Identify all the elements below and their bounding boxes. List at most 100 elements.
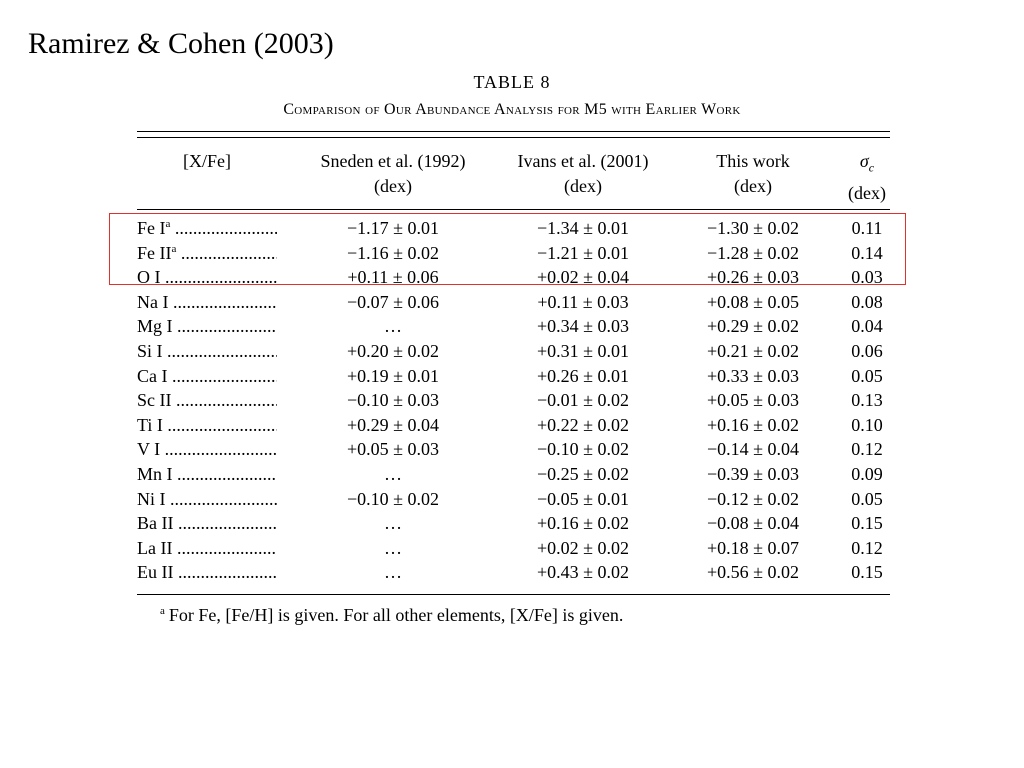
top-rule — [137, 131, 890, 132]
element-name: Fe I — [137, 218, 166, 238]
leader-dots: ................................ — [176, 537, 277, 558]
element-cell: Ni I ................................ — [137, 487, 277, 512]
sigma-value: 0.04 — [851, 316, 883, 337]
slide-title: Ramirez & Cohen (2003) — [28, 27, 334, 60]
element-footnote-mark: a — [171, 242, 177, 255]
this-work-value: +0.26 ± 0.03 — [706, 267, 800, 288]
ivans-value: +0.02 ± 0.02 — [536, 537, 630, 558]
leader-dots: ................................ — [165, 267, 277, 288]
ivans-value: −0.01 ± 0.02 — [536, 390, 630, 411]
column-header-line2: (dex) — [374, 176, 412, 196]
element-name: Mn I — [137, 463, 173, 484]
ivans-value: +0.16 ± 0.02 — [536, 513, 630, 534]
ivans-value: −1.34 ± 0.01 — [536, 218, 630, 238]
ivans-value: −1.21 ± 0.01 — [536, 242, 630, 263]
leader-dots: ................................ — [172, 365, 277, 386]
table-body: Fe Ia ................................−1… — [0, 216, 1024, 585]
table-row: Ba II ................................ … +… — [0, 511, 1024, 536]
leader-dots: ................................ — [167, 340, 277, 361]
this-work-value: +0.16 ± 0.02 — [706, 414, 800, 435]
table-row: Ti I ................................ +0.… — [0, 413, 1024, 438]
table-row: Ni I ................................ −0.… — [0, 487, 1024, 512]
ivans-value: −0.10 ± 0.02 — [536, 439, 630, 460]
ivans-value: +0.34 ± 0.03 — [536, 316, 630, 337]
element-cell: O I ................................ — [137, 265, 277, 290]
this-work-value: −0.39 ± 0.03 — [706, 463, 800, 484]
element-cell: Si I ................................ — [137, 339, 277, 364]
element-name: Ti I — [137, 414, 163, 435]
element-name: O I — [137, 267, 161, 288]
element-name: Eu II — [137, 562, 174, 583]
table-row: Sc II ................................ −0… — [0, 388, 1024, 413]
this-work-value: −0.08 ± 0.04 — [706, 513, 800, 534]
table-row: La II ................................ … +… — [0, 536, 1024, 561]
element-cell: Mg I ................................ — [137, 314, 277, 339]
element-cell: Ti I ................................ — [137, 413, 277, 438]
sneden-value: +0.29 ± 0.04 — [346, 414, 440, 435]
sigma-symbol: σ — [859, 151, 869, 171]
leader-dots: ................................ — [177, 513, 277, 534]
leader-dots: ................................ — [172, 291, 277, 312]
sigma-value: 0.05 — [851, 488, 883, 509]
column-header-line2: (dex) — [564, 176, 602, 196]
sigma-value: 0.13 — [851, 390, 883, 411]
header-rule — [137, 209, 890, 210]
leader-dots: ................................ — [177, 463, 277, 484]
sigma-value: 0.15 — [851, 562, 883, 583]
element-footnote-mark: a — [165, 218, 171, 230]
leader-dots: ................................ — [177, 316, 277, 337]
sneden-value: +0.20 ± 0.02 — [346, 340, 440, 361]
column-header-element: [X/Fe] — [137, 149, 277, 174]
sneden-value: +0.19 ± 0.01 — [346, 365, 440, 386]
ivans-value: +0.02 ± 0.04 — [536, 267, 630, 288]
this-work-value: +0.05 ± 0.03 — [706, 390, 800, 411]
bottom-rule — [137, 594, 890, 595]
table-label: TABLE 8 — [473, 72, 551, 92]
sigma-value: 0.15 — [851, 513, 883, 534]
element-cell: Ba II ................................ — [137, 511, 277, 536]
column-header-line2: (dex) — [848, 182, 886, 203]
ivans-value: +0.43 ± 0.02 — [536, 562, 630, 583]
sneden-value: −0.10 ± 0.03 — [346, 390, 440, 411]
column-header-this-work: This work (dex) — [687, 149, 819, 199]
sigma-value: 0.12 — [851, 537, 883, 558]
sneden-value: +0.05 ± 0.03 — [346, 439, 440, 460]
table-row: Na I ................................ −0.… — [0, 290, 1024, 315]
this-work-value: +0.33 ± 0.03 — [706, 365, 800, 386]
table-row: Mn I ................................ … −0… — [0, 462, 1024, 487]
element-cell: La II ................................ — [137, 536, 277, 561]
sigma-value: 0.06 — [851, 340, 883, 361]
element-name: Mg I — [137, 316, 173, 337]
this-work-value: +0.18 ± 0.07 — [706, 537, 800, 558]
element-name: Si I — [137, 340, 163, 361]
sigma-value: 0.05 — [851, 365, 883, 386]
this-work-value: −1.28 ± 0.02 — [706, 242, 800, 263]
column-header-line2: [X/Fe] — [183, 151, 231, 171]
highlight-box — [109, 213, 906, 285]
table-row: Fe Ia ................................ −1… — [0, 216, 1024, 241]
table-caption: Comparison of Our Abundance Analysis for… — [283, 101, 741, 118]
element-name: V I — [137, 439, 161, 460]
element-name: Ca I — [137, 365, 168, 386]
sigma-value: 0.12 — [851, 439, 883, 460]
sneden-value: … — [384, 562, 402, 583]
element-cell: Eu II ................................ — [137, 560, 277, 585]
element-cell: V I ................................ — [137, 437, 277, 462]
this-work-value: +0.56 ± 0.02 — [706, 562, 800, 583]
sigma-value: 0.11 — [851, 218, 883, 238]
sneden-value: −0.10 ± 0.02 — [346, 488, 440, 509]
ivans-value: +0.22 ± 0.02 — [536, 414, 630, 435]
column-header-line2: (dex) — [734, 176, 772, 196]
sneden-value: −1.17 ± 0.01 — [346, 218, 440, 238]
element-name: Na I — [137, 291, 169, 312]
sigma-subscript: c — [868, 160, 875, 175]
footnote-text: For Fe, [Fe/H] is given. For all other e… — [168, 605, 624, 625]
sneden-value: … — [384, 463, 402, 484]
sigma-value: 0.10 — [851, 414, 883, 435]
column-header-line1: Sneden et al. (1992) — [320, 151, 466, 171]
leader-dots: ................................ — [174, 218, 277, 238]
table-row: Eu II ................................ … +… — [0, 560, 1024, 585]
ivans-value: +0.26 ± 0.01 — [536, 365, 630, 386]
this-work-value: +0.29 ± 0.02 — [706, 316, 800, 337]
table-row: Fe IIa ................................ −… — [0, 241, 1024, 266]
